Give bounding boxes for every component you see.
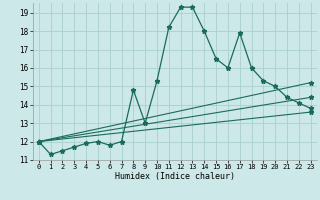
X-axis label: Humidex (Indice chaleur): Humidex (Indice chaleur) [115, 172, 235, 181]
